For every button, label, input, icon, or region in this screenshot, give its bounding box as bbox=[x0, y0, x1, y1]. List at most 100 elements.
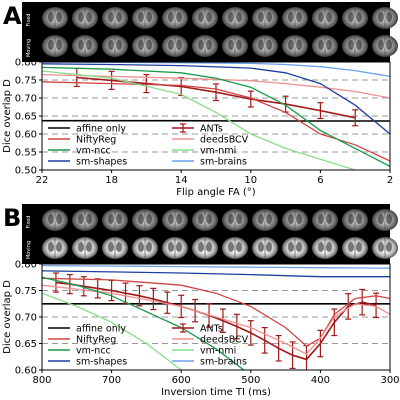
fixed-brain-thumbnail bbox=[372, 7, 398, 29]
legend-item-ants: ANTs bbox=[172, 123, 223, 135]
series-line-vm_nmi bbox=[42, 292, 182, 370]
fixed-brain-thumbnail bbox=[42, 7, 68, 29]
legend-item-sm_shapes: sm-shapes bbox=[48, 357, 127, 368]
strip-label-fixed: Fixed bbox=[26, 14, 32, 27]
panel-label: A bbox=[3, 2, 22, 30]
y-tick-label: 0.80 bbox=[15, 58, 37, 69]
error-bar bbox=[247, 320, 254, 346]
moving-brain-thumbnail bbox=[72, 35, 98, 57]
legend-label: vm-ncc bbox=[76, 346, 111, 357]
fixed-brain-thumbnail bbox=[72, 209, 98, 231]
error-bar bbox=[359, 288, 366, 316]
image-strip-a: Fixed Moving bbox=[22, 2, 398, 62]
legend-label: deedsBCV bbox=[200, 135, 249, 146]
y-tick-label: 0.60 bbox=[15, 366, 37, 377]
x-tick-label: 2 bbox=[387, 175, 393, 186]
panel-a: A Fixed Moving 0.500.550.600.650.700.750… bbox=[2, 2, 398, 198]
panel-b: B Fixed Moving 0.60 0.65 0.70 0.75 0.80 800 70… bbox=[2, 204, 400, 398]
legend-item-sm_shapes: sm-shapes bbox=[48, 157, 127, 168]
error-bar bbox=[261, 327, 268, 354]
x-tick-label: 800 bbox=[32, 375, 51, 386]
legend-item-vm_ncc: vm-ncc bbox=[48, 146, 111, 157]
series-line-sm_shapes bbox=[42, 270, 390, 278]
x-tick-label: 400 bbox=[311, 375, 330, 386]
moving-brain-thumbnail bbox=[372, 237, 398, 259]
legend-item-deedsbcv: deedsBCV bbox=[172, 335, 249, 346]
x-tick-label: 18 bbox=[105, 175, 118, 186]
legend-label: NiftyReg bbox=[76, 335, 116, 346]
legend-item-affine: affine only bbox=[48, 124, 126, 135]
fixed-brain-thumbnail bbox=[342, 209, 368, 231]
moving-brain-thumbnail bbox=[132, 237, 158, 259]
series-line-vm_ncc bbox=[42, 66, 390, 167]
legend-label: affine only bbox=[76, 324, 126, 335]
y-tick-label: 0.80 bbox=[15, 260, 37, 271]
error-bar bbox=[150, 287, 157, 311]
error-bar bbox=[219, 308, 226, 333]
error-bar bbox=[52, 272, 59, 293]
x-axis-label: Inversion time TI (ms) bbox=[161, 387, 271, 398]
fixed-brain-thumbnail bbox=[102, 7, 128, 29]
moving-brain-thumbnail bbox=[222, 237, 248, 259]
y-tick-label: 0.70 bbox=[15, 94, 37, 105]
image-strip-b: Fixed Moving bbox=[22, 204, 398, 264]
legend-item-vm_nmi: vm-nmi bbox=[172, 346, 236, 357]
fixed-brain-thumbnail bbox=[132, 209, 158, 231]
error-bar bbox=[233, 313, 240, 340]
legend-label: affine only bbox=[76, 124, 126, 135]
legend-label: sm-shapes bbox=[76, 357, 127, 368]
y-axis-label: Dice overlap D bbox=[2, 79, 13, 153]
series-line-vm_nmi bbox=[42, 70, 356, 170]
series-line-deedsbcv bbox=[42, 284, 390, 355]
error-bar bbox=[373, 292, 380, 319]
series-line-sm_brains bbox=[42, 264, 390, 269]
legend-item-vm_nmi: vm-nmi bbox=[172, 146, 236, 157]
fixed-brain-thumbnail bbox=[312, 209, 338, 231]
moving-brain-thumbnail bbox=[312, 237, 338, 259]
moving-brain-thumbnail bbox=[252, 35, 278, 57]
error-bar bbox=[352, 109, 359, 127]
fixed-brain-thumbnail bbox=[222, 209, 248, 231]
fixed-brain-thumbnail bbox=[162, 7, 188, 29]
moving-brain-thumbnail bbox=[372, 35, 398, 57]
error-bar bbox=[345, 293, 352, 320]
series-line-vm_ncc bbox=[42, 276, 245, 370]
error-bar bbox=[108, 70, 115, 90]
moving-brain-thumbnail bbox=[42, 35, 68, 57]
y-tick-label: 0.55 bbox=[15, 148, 37, 159]
plot-a: 0.50 0.55 0.60 0.65 0.70 0.75 0.80 22 18 14 10 6 2 Fl… bbox=[2, 58, 393, 199]
fixed-brain-thumbnail bbox=[102, 209, 128, 231]
legend: affine only ANTs NiftyReg deedsBCV vm-ncc vm-… bbox=[48, 123, 249, 168]
legend-item-affine: affine only bbox=[48, 324, 126, 335]
error-bar bbox=[317, 102, 324, 120]
legend-item-vm_ncc: vm-ncc bbox=[48, 346, 111, 357]
series-line-niftyreg bbox=[42, 277, 390, 347]
moving-brain-thumbnail bbox=[252, 237, 278, 259]
y-tick-label: 0.65 bbox=[15, 339, 37, 350]
fixed-brain-thumbnail bbox=[312, 7, 338, 29]
strip-label-moving: Moving bbox=[26, 241, 32, 259]
error-bar bbox=[317, 329, 324, 358]
legend: affine only ANTs NiftyReg deedsBCV vm-ncc vm-… bbox=[48, 323, 249, 368]
fixed-brain-thumbnail bbox=[132, 7, 158, 29]
legend-label: vm-ncc bbox=[76, 146, 111, 157]
series-line-deedsbcv bbox=[42, 73, 390, 99]
legend-item-deedsbcv: deedsBCV bbox=[172, 135, 249, 146]
legend-label: sm-shapes bbox=[76, 157, 127, 168]
fixed-brain-thumbnail bbox=[42, 209, 68, 231]
fixed-brain-thumbnail bbox=[252, 209, 278, 231]
legend-item-sm_brains: sm-brains bbox=[172, 157, 247, 168]
fixed-brain-thumbnail bbox=[192, 7, 218, 29]
strip-label-moving: Moving bbox=[26, 39, 32, 57]
plot-b: 0.60 0.65 0.70 0.75 0.80 800 700 600 500 400 300 In… bbox=[2, 260, 400, 399]
legend-label: ANTs bbox=[200, 124, 223, 135]
legend-item-ants: ANTs bbox=[172, 323, 223, 335]
y-tick-label: 0.75 bbox=[15, 286, 37, 297]
moving-brain-thumbnail bbox=[282, 237, 308, 259]
error-bar bbox=[331, 308, 338, 337]
moving-brain-thumbnail bbox=[342, 35, 368, 57]
x-tick-label: 6 bbox=[317, 175, 323, 186]
y-tick-label: 0.50 bbox=[15, 166, 37, 177]
moving-brain-thumbnail bbox=[312, 35, 338, 57]
fixed-brain-thumbnail bbox=[192, 209, 218, 231]
